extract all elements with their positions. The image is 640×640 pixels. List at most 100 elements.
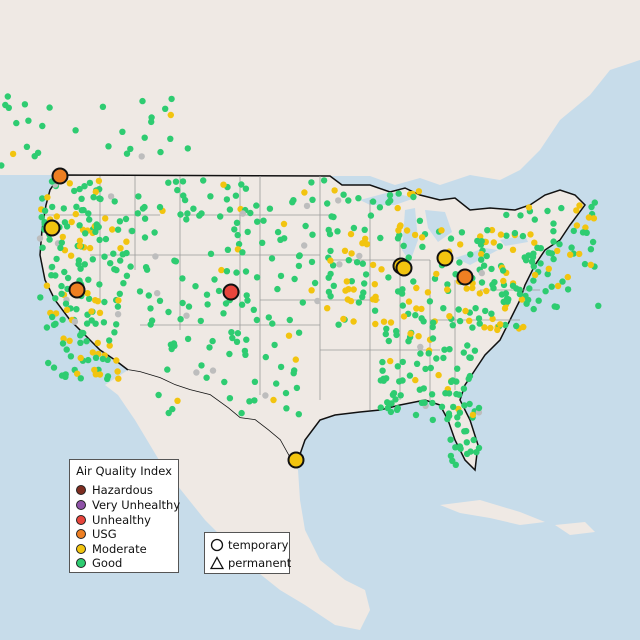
monitor-dot (327, 293, 334, 300)
monitor-dot (342, 287, 349, 294)
highlighted-monitor-moderate (436, 249, 454, 267)
highlighted-monitors (43, 167, 474, 469)
monitor-dot (177, 316, 184, 323)
monitor-dot (85, 356, 92, 364)
monitor-dot (341, 247, 349, 254)
monitor-dot (472, 305, 479, 312)
monitor-dot (511, 229, 519, 237)
monitor-dot (438, 403, 446, 410)
monitor-dot (282, 389, 290, 397)
monitor-dot (359, 260, 366, 267)
monitor-dot (494, 326, 501, 334)
monitor-dot (41, 207, 49, 214)
monitor-dot (314, 297, 321, 305)
monitor-dot (141, 234, 149, 241)
monitor-dot (246, 398, 253, 405)
monitor-dot (84, 290, 91, 297)
monitor-dot (424, 289, 432, 296)
monitor-dot (109, 226, 116, 233)
monitor-dot (233, 338, 241, 345)
monitor-dot (581, 260, 589, 268)
monitor-dot (77, 339, 84, 346)
monitor-dot (530, 263, 537, 270)
highlighted-monitor-usg (456, 268, 474, 286)
monitor-dot (348, 278, 355, 285)
monitor-dot (519, 232, 527, 240)
highlighted-monitor-moderate (287, 451, 305, 469)
monitor-dot (115, 375, 122, 382)
monitor-dot (550, 220, 557, 227)
monitor-dot (419, 243, 426, 250)
hispaniola-land (555, 522, 595, 535)
monitor-dot (531, 216, 538, 223)
monitor-dot (59, 340, 67, 347)
monitor-dot (476, 320, 483, 327)
monitor-dot (183, 312, 190, 319)
monitor-dot (324, 305, 331, 312)
monitor-dot (21, 101, 29, 108)
monitor-dot (550, 255, 557, 263)
monitor-dot (469, 284, 476, 292)
monitor-dot (52, 272, 59, 279)
monitor-dot (372, 320, 379, 328)
monitor-dot (454, 365, 461, 372)
monitor-dot (302, 222, 309, 230)
monitor-dot (260, 217, 267, 224)
monitor-dot (535, 297, 542, 304)
monitor-dot (466, 372, 474, 380)
monitor-dot (206, 344, 213, 351)
monitor-dot (280, 220, 288, 228)
monitor-dot (526, 285, 533, 292)
monitor-dot (78, 207, 86, 214)
legend-label: Very Unhealthy (92, 498, 181, 512)
monitor-dot (344, 296, 351, 303)
monitor-dot (350, 318, 357, 325)
monitor-dot (238, 181, 245, 188)
monitor-dot (550, 228, 557, 235)
monitor-dot (478, 256, 485, 263)
monitor-dot (311, 279, 319, 287)
state-lines (45, 176, 540, 410)
monitor-dot (458, 229, 466, 236)
monitor-dot (123, 272, 131, 279)
monitor-dot (447, 452, 455, 460)
monitor-dot (589, 238, 597, 246)
monitor-dot (179, 299, 186, 307)
lake-michigan (402, 208, 418, 262)
monitor-dot (96, 236, 103, 244)
monitor-dot (122, 215, 130, 223)
monitor-dot (382, 330, 389, 338)
monitor-dot (556, 241, 563, 248)
monitor-dot (471, 347, 479, 354)
monitor-dot (395, 227, 402, 234)
monitor-dot (384, 404, 391, 412)
monitor-dot (393, 327, 400, 335)
monitor-dot (301, 242, 308, 249)
monitor-dot (466, 354, 473, 361)
monitor-dot (265, 314, 272, 321)
monitor-dot (488, 226, 496, 234)
monitor-dot (403, 227, 411, 234)
monitor-dot (238, 301, 246, 308)
monitor-dot (85, 295, 93, 302)
legend-item-temporary: temporary (210, 537, 288, 553)
monitor-dot (531, 271, 539, 279)
monitor-dot (129, 227, 136, 235)
monitor-dot (542, 288, 549, 295)
monitor-dot (308, 258, 316, 266)
monitor-dot (127, 263, 134, 270)
monitor-dot (413, 360, 421, 367)
monitor-dot (239, 249, 246, 256)
monitor-dot (5, 104, 12, 112)
legend-item-usg: USG (76, 527, 117, 541)
monitor-dot (413, 284, 420, 292)
lake-erie (455, 248, 498, 265)
monitor-dot (452, 444, 459, 451)
monitor-dot (102, 235, 110, 243)
monitor-dot (4, 93, 11, 100)
monitor-dot (45, 359, 52, 367)
monitor-dot (58, 282, 65, 290)
monitor-dot (251, 378, 259, 385)
monitor-dot (416, 217, 424, 224)
monitor-dot (151, 229, 158, 236)
